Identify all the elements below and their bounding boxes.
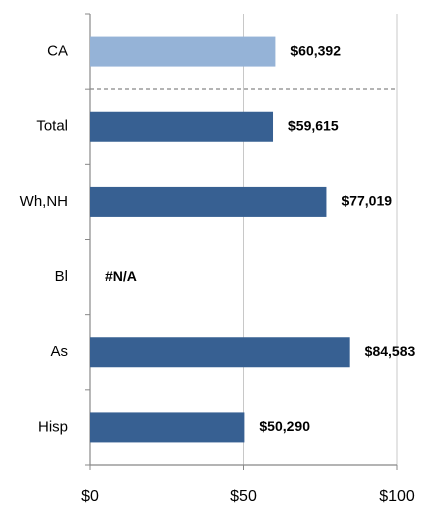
data-label: $60,392 [290, 42, 341, 58]
data-label: $50,290 [259, 418, 310, 434]
y-tick-label: CA [47, 43, 68, 60]
data-label: #N/A [105, 268, 137, 284]
data-label: $59,615 [288, 117, 339, 133]
bar [90, 412, 245, 443]
x-tick-label: $100 [379, 488, 415, 505]
bar [90, 337, 350, 368]
data-label: $84,583 [365, 343, 416, 359]
y-tick-label: Hisp [38, 418, 68, 435]
y-tick-label: Wh,NH [20, 193, 68, 210]
bar [90, 186, 327, 217]
bar [90, 36, 276, 67]
bar [90, 111, 274, 142]
x-tick-label: $50 [230, 488, 257, 505]
data-label: $77,019 [341, 193, 392, 209]
x-tick-label: $0 [81, 488, 99, 505]
y-tick-label: Bl [55, 268, 68, 285]
y-tick-label: As [50, 343, 68, 360]
y-tick-label: Total [36, 118, 68, 135]
